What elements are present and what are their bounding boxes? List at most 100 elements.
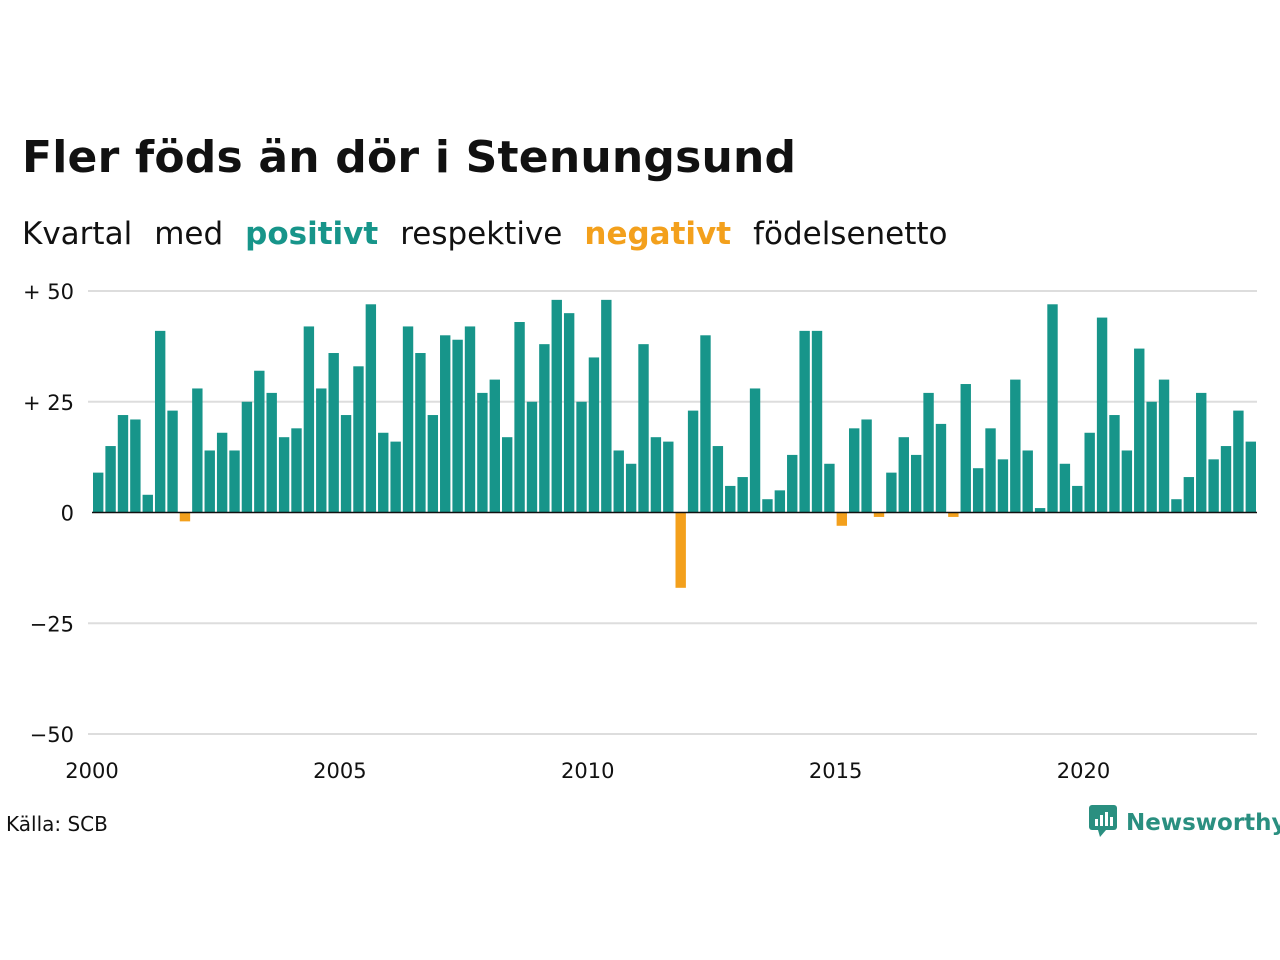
- bar-positive: [1034, 508, 1046, 513]
- y-tick-label: + 25: [23, 391, 74, 415]
- bar-positive: [700, 335, 711, 513]
- y-tick-label: −50: [30, 723, 74, 747]
- bar-positive: [1183, 477, 1195, 513]
- bar-negative: [948, 512, 959, 517]
- chart-title: Fler föds än dör i Stenungsund: [22, 132, 797, 183]
- bar-positive: [687, 410, 699, 513]
- bar-positive: [650, 437, 662, 513]
- bar-positive: [192, 388, 203, 513]
- bar-positive: [1047, 304, 1058, 513]
- bar-positive: [353, 366, 364, 513]
- bar-positive: [93, 472, 104, 513]
- bar-positive: [142, 494, 153, 513]
- bar-positive: [985, 428, 996, 513]
- bar-positive: [824, 463, 835, 513]
- bar-positive: [923, 392, 934, 513]
- axes: + 50 + 25 0 −25 −50 2000 2005 2010 2015 2020: [23, 280, 1257, 783]
- bar-positive: [489, 379, 500, 513]
- bar-positive: [960, 384, 971, 513]
- bar-positive: [849, 428, 860, 513]
- bar-positive: [1233, 410, 1244, 513]
- bar-positive: [601, 299, 612, 513]
- bar-negative: [873, 512, 885, 517]
- bar-positive: [972, 468, 984, 513]
- source-note: Källa: SCB: [6, 812, 108, 836]
- bar-positive: [204, 450, 215, 513]
- bar-positive: [328, 353, 339, 513]
- bar-positive: [501, 437, 513, 513]
- bar-positive: [105, 446, 116, 513]
- bar-positive: [638, 344, 649, 513]
- bar-positive: [229, 450, 240, 513]
- bar-positive: [737, 477, 748, 513]
- grid-lines: [88, 290, 1257, 735]
- bar-positive: [576, 401, 587, 513]
- bar-positive: [167, 410, 178, 513]
- bar-positive: [563, 313, 575, 513]
- bar-positive: [1158, 379, 1170, 513]
- brand-logo: Newsworthy: [1088, 804, 1280, 842]
- x-tick-label: 2000: [65, 759, 118, 783]
- bar-positive: [811, 330, 823, 513]
- bar-positive: [935, 423, 947, 513]
- bar-positive: [799, 330, 810, 513]
- bar-positive: [1134, 348, 1145, 513]
- subtitle-negative-label: negativt: [584, 216, 732, 252]
- bar-positive: [452, 339, 463, 513]
- bar-positive: [1059, 463, 1071, 513]
- bar-positive: [130, 419, 141, 513]
- y-tick-label: 0: [61, 502, 74, 526]
- bar-positive: [216, 432, 228, 513]
- subtitle-word: Kvartal: [22, 216, 133, 252]
- bar-negative: [836, 512, 848, 526]
- bar-positive: [712, 446, 724, 513]
- bar-positive: [551, 299, 562, 513]
- bar-positive: [440, 335, 451, 513]
- bar-positive: [1208, 459, 1219, 513]
- y-tick-label: −25: [30, 612, 74, 636]
- bar-positive: [390, 441, 401, 513]
- x-tick-label: 2005: [313, 759, 366, 783]
- subtitle-positive-label: positivt: [245, 216, 379, 252]
- bar-positive: [340, 415, 352, 513]
- bar-positive: [886, 472, 897, 513]
- bar-positive: [464, 326, 476, 513]
- subtitle-word: respektive: [400, 216, 563, 252]
- subtitle-word: med: [154, 216, 224, 252]
- bar-positive: [1096, 317, 1108, 513]
- bar-positive: [898, 437, 909, 513]
- x-tick-label: 2020: [1057, 759, 1110, 783]
- brand-name: Newsworthy: [1126, 810, 1280, 836]
- bar-positive: [477, 392, 488, 513]
- chart-subtitle: Kvartal med positivt respektive negativt föde…: [22, 216, 970, 252]
- newsworthy-chart-bubble-icon: [1088, 804, 1118, 842]
- bar-positive: [1220, 446, 1232, 513]
- bar-positive: [1245, 441, 1256, 513]
- bar-positive: [1121, 450, 1133, 513]
- bar-positive: [997, 459, 1009, 513]
- bar-positive: [402, 326, 414, 513]
- y-tick-label: + 50: [23, 280, 74, 304]
- x-tick-label: 2015: [809, 759, 862, 783]
- bar-positive: [415, 353, 426, 513]
- x-tick-label: 2010: [561, 759, 614, 783]
- bar-positive: [378, 432, 389, 513]
- bar-positive: [303, 326, 315, 513]
- bar-positive: [663, 441, 674, 513]
- bar-positive: [1084, 432, 1095, 513]
- bar-negative: [675, 512, 686, 588]
- bar-positive: [1022, 450, 1033, 513]
- bar-positive: [588, 357, 600, 513]
- bar-positive: [514, 322, 525, 513]
- bar-positive: [725, 485, 736, 513]
- bar-positive: [861, 419, 872, 513]
- bar-positive: [910, 454, 922, 513]
- bar-positive: [316, 388, 327, 513]
- bar-positive: [254, 370, 265, 513]
- bar-positive: [539, 344, 550, 513]
- bar-positive: [749, 388, 761, 513]
- bar-positive: [1196, 392, 1207, 513]
- bar-positive: [1109, 415, 1120, 513]
- bar-chart: + 50 + 25 0 −25 −50 2000 2005 2010 2015 2020: [23, 280, 1257, 783]
- bars: [93, 299, 1256, 588]
